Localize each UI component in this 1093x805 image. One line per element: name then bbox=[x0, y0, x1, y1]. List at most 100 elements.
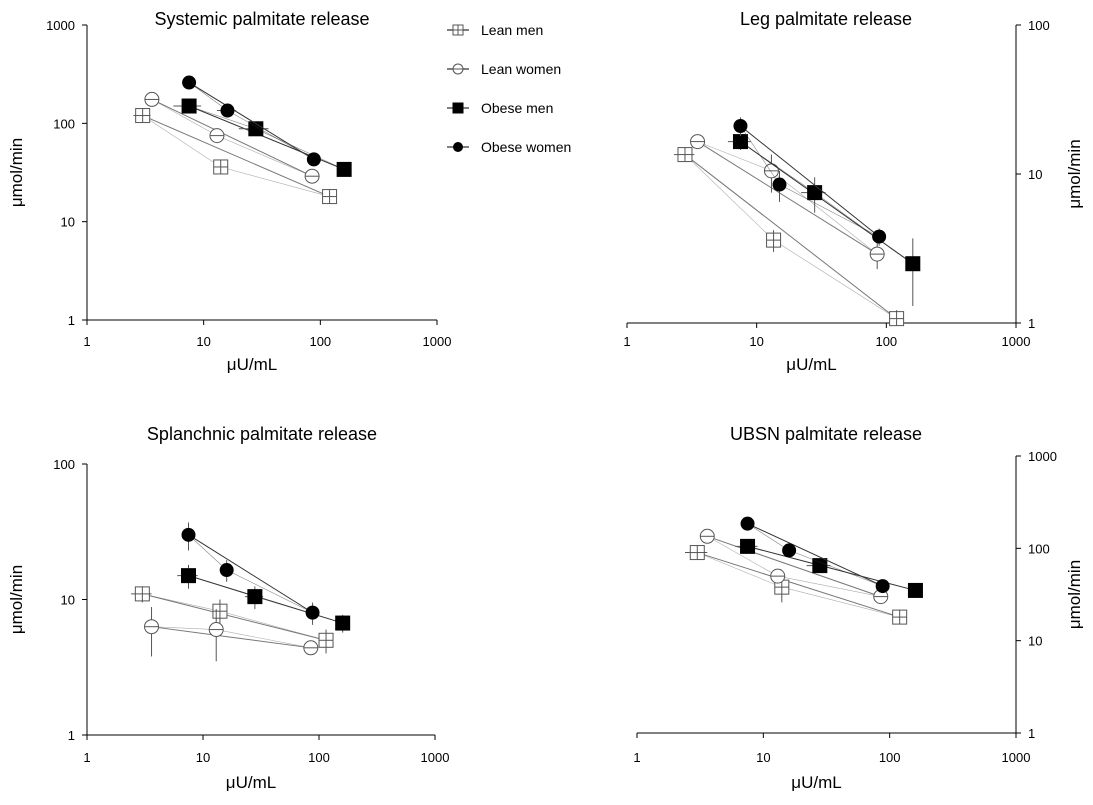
y-tick-label: 10 bbox=[61, 593, 75, 608]
data-point bbox=[807, 185, 823, 201]
series-lean-men bbox=[685, 545, 908, 625]
data-point bbox=[181, 568, 197, 584]
x-axis-label: μU/mL bbox=[227, 355, 277, 374]
y-tick-label: 1 bbox=[68, 728, 75, 743]
fit-line bbox=[188, 534, 313, 614]
x-tick-label: 10 bbox=[756, 750, 770, 765]
data-point bbox=[677, 147, 693, 163]
data-point bbox=[134, 586, 150, 602]
data-point bbox=[305, 605, 320, 620]
series-lean-men bbox=[673, 147, 905, 327]
data-point bbox=[322, 189, 338, 205]
fit-line bbox=[747, 523, 883, 587]
fit-line bbox=[740, 125, 880, 238]
x-tick-label: 10 bbox=[749, 334, 763, 349]
data-point bbox=[772, 177, 787, 192]
data-point bbox=[690, 134, 706, 150]
y-tick-label: 1 bbox=[68, 313, 75, 328]
data-point bbox=[733, 118, 748, 133]
fit-line bbox=[188, 82, 315, 160]
data-point bbox=[304, 168, 320, 184]
data-point bbox=[219, 563, 234, 578]
data-point bbox=[303, 640, 319, 656]
y-tick-label: 100 bbox=[1028, 541, 1050, 556]
data-point bbox=[905, 256, 921, 272]
series-lean-men bbox=[131, 586, 334, 654]
data-point bbox=[689, 545, 705, 561]
panel-ubsn: UBSN palmitate release 1 10 100 1000 1 10 100 10… bbox=[633, 424, 1084, 792]
data-point bbox=[872, 229, 887, 244]
series-obese-men bbox=[173, 98, 352, 177]
legend-label: Obese women bbox=[481, 139, 571, 155]
x-tick-label: 1000 bbox=[1002, 750, 1031, 765]
x-tick-label: 1 bbox=[83, 750, 90, 765]
data-point bbox=[732, 134, 748, 150]
series-lean-women bbox=[144, 607, 319, 662]
x-tick-label: 100 bbox=[308, 750, 330, 765]
series-obese-men bbox=[177, 564, 351, 633]
data-point bbox=[770, 568, 786, 584]
data-point bbox=[699, 528, 715, 544]
fit-line bbox=[697, 552, 900, 618]
series-obese-women bbox=[740, 516, 890, 594]
y-axis-label: μmol/min bbox=[1065, 139, 1084, 208]
x-tick-label: 10 bbox=[196, 750, 210, 765]
x-axis-label: μU/mL bbox=[226, 773, 276, 792]
data-point bbox=[335, 615, 351, 631]
x-axis-label: μU/mL bbox=[791, 773, 841, 792]
data-point bbox=[220, 103, 235, 118]
x-tick-label: 10 bbox=[196, 334, 210, 349]
chart-title: UBSN palmitate release bbox=[730, 424, 922, 444]
data-point bbox=[336, 161, 352, 177]
panel-systemic: Systemic palmitate release 1 10 100 1000 1 10 1… bbox=[7, 9, 451, 374]
data-point bbox=[812, 558, 828, 574]
data-point bbox=[306, 152, 321, 167]
data-point bbox=[889, 311, 905, 327]
fit-line bbox=[142, 593, 327, 641]
fit-line bbox=[151, 626, 311, 649]
data-point bbox=[740, 538, 756, 554]
y-tick-label: 100 bbox=[53, 116, 75, 131]
data-point bbox=[182, 75, 197, 90]
series-obese-men bbox=[735, 538, 923, 598]
legend: Lean men Lean women Obese men Obese women bbox=[447, 22, 571, 155]
legend-entry-obese-men: Obese men bbox=[447, 100, 553, 116]
series-obese-women bbox=[182, 75, 321, 167]
x-tick-label: 1 bbox=[83, 334, 90, 349]
series-lean-women bbox=[144, 91, 320, 184]
x-tick-label: 1 bbox=[633, 750, 640, 765]
y-tick-label: 100 bbox=[1028, 18, 1050, 33]
data-point bbox=[869, 246, 885, 262]
fit-line bbox=[151, 98, 313, 177]
data-point bbox=[782, 543, 797, 558]
y-axis-label: μmol/min bbox=[7, 565, 26, 634]
chart-title: Systemic palmitate release bbox=[154, 9, 369, 29]
series-line bbox=[747, 546, 916, 591]
y-tick-label: 1 bbox=[1028, 726, 1035, 741]
legend-marker bbox=[452, 24, 464, 36]
y-axis-label: μmol/min bbox=[7, 138, 26, 207]
y-tick-label: 1 bbox=[1028, 316, 1035, 331]
data-point bbox=[181, 98, 197, 114]
series-obese-women bbox=[181, 522, 320, 625]
legend-label: Obese men bbox=[481, 100, 553, 116]
series-obese-women bbox=[733, 117, 887, 246]
series-lean-women bbox=[699, 528, 889, 605]
y-tick-label: 1000 bbox=[1028, 449, 1057, 464]
y-tick-label: 10 bbox=[61, 215, 75, 230]
chart-title: Splanchnic palmitate release bbox=[147, 424, 377, 444]
fit-line bbox=[740, 141, 914, 265]
data-point bbox=[247, 589, 263, 605]
series-lean-men bbox=[133, 108, 338, 205]
panels: Systemic palmitate release 1 10 100 1000 1 10 1… bbox=[7, 9, 1084, 792]
data-point bbox=[144, 91, 160, 107]
data-point bbox=[208, 622, 224, 638]
legend-marker bbox=[453, 142, 463, 152]
y-axis-label: μmol/min bbox=[1065, 560, 1084, 629]
legend-marker bbox=[452, 63, 464, 75]
data-point bbox=[135, 108, 151, 124]
x-tick-label: 100 bbox=[875, 334, 897, 349]
legend-label: Lean women bbox=[481, 61, 561, 77]
panel-splanchnic: Splanchnic palmitate release 1 10 100 1000 1 1… bbox=[7, 424, 449, 792]
x-tick-label: 1 bbox=[623, 334, 630, 349]
